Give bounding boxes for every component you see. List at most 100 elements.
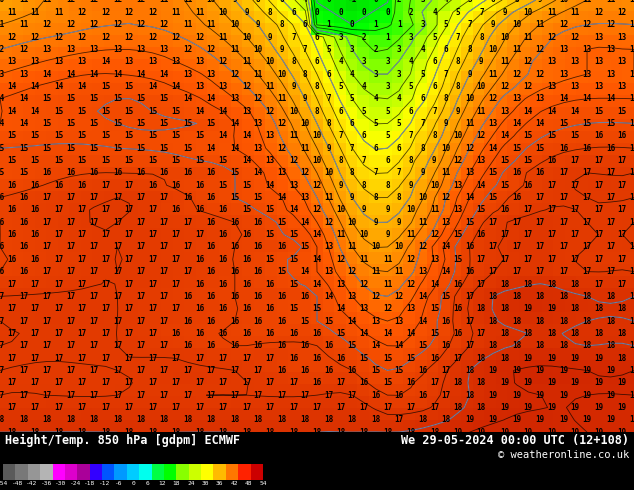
Text: 17: 17 [430,403,439,412]
Text: 18: 18 [383,428,392,437]
Text: 2: 2 [397,0,401,4]
Text: 11: 11 [183,20,193,29]
Text: 14: 14 [77,82,87,91]
Text: 5: 5 [444,20,448,29]
Text: 18: 18 [536,317,545,325]
Text: 17: 17 [242,378,251,387]
Text: 6: 6 [314,32,320,42]
Text: 15: 15 [219,156,228,165]
Text: 13: 13 [453,181,463,190]
Text: 19: 19 [547,304,557,313]
Text: 17: 17 [101,230,110,239]
Text: 14: 14 [277,193,287,202]
Text: 5: 5 [361,107,366,116]
Text: 12: 12 [42,20,51,29]
Text: 17: 17 [148,403,157,412]
Text: 18: 18 [19,416,28,424]
Text: 13: 13 [195,57,204,66]
Text: 17: 17 [630,218,634,227]
Text: 18: 18 [171,428,181,437]
Text: 17: 17 [630,169,634,177]
Text: 17: 17 [136,243,146,251]
Text: 17: 17 [148,255,157,264]
Text: 9: 9 [409,181,413,190]
Text: 17: 17 [183,243,193,251]
Text: 11: 11 [418,218,427,227]
Text: 6: 6 [444,45,448,54]
Text: 15: 15 [242,205,251,215]
Text: 13: 13 [254,144,263,153]
Text: 6: 6 [280,0,284,4]
Text: 17: 17 [313,403,321,412]
Text: 14: 14 [207,144,216,153]
Text: 17: 17 [441,366,451,375]
Text: 13: 13 [77,57,87,66]
Text: 15: 15 [347,341,357,350]
Text: 17: 17 [77,279,87,289]
Text: 13: 13 [406,304,415,313]
Text: 9: 9 [444,119,448,128]
Text: 5: 5 [467,0,472,4]
Text: -48: -48 [12,481,23,486]
Text: 7: 7 [479,8,484,17]
Text: 5: 5 [397,119,401,128]
Text: 17: 17 [477,329,486,338]
Text: 4: 4 [361,82,366,91]
Text: 17: 17 [524,230,533,239]
Bar [89,464,102,480]
Text: 11: 11 [571,8,580,17]
Text: 19: 19 [524,304,533,313]
Text: 7: 7 [338,131,343,140]
Text: 16: 16 [254,317,263,325]
Text: 17: 17 [19,317,28,325]
Text: 17: 17 [559,193,568,202]
Text: 16: 16 [630,144,634,153]
Text: 16: 16 [418,366,427,375]
Text: 12: 12 [371,292,380,301]
Bar [28,464,40,480]
Text: 14: 14 [0,94,4,103]
Text: 17: 17 [488,267,498,276]
Text: 19: 19 [606,416,615,424]
Text: 13: 13 [547,82,557,91]
Text: 18: 18 [559,341,568,350]
Text: 16: 16 [254,243,263,251]
Text: 12: 12 [500,82,510,91]
Text: 14: 14 [7,82,16,91]
Text: 14: 14 [171,82,181,91]
Text: 12: 12 [266,107,275,116]
Text: 17: 17 [101,181,110,190]
Text: 15: 15 [113,94,122,103]
Text: 16: 16 [324,366,333,375]
Text: 14: 14 [488,144,498,153]
Text: 16: 16 [19,193,28,202]
Text: 17: 17 [336,403,345,412]
Text: 17: 17 [113,366,122,375]
Text: 12: 12 [77,32,87,42]
Text: 17: 17 [124,354,134,363]
Text: 15: 15 [124,156,134,165]
Text: 15: 15 [171,131,181,140]
Text: 9: 9 [268,32,273,42]
Text: 17: 17 [77,304,87,313]
Text: 8: 8 [373,193,378,202]
Text: 15: 15 [594,107,604,116]
Text: -1: -1 [347,0,357,4]
Text: 17: 17 [242,403,251,412]
Text: 18: 18 [583,317,592,325]
Text: 11: 11 [7,8,16,17]
Text: 17: 17 [160,267,169,276]
Text: 11: 11 [171,8,181,17]
Text: 3: 3 [397,45,401,54]
Text: 16: 16 [30,181,40,190]
Text: 5: 5 [420,70,425,78]
Text: 8: 8 [420,144,425,153]
Text: 16: 16 [171,205,181,215]
Text: 15: 15 [183,144,193,153]
Text: 12: 12 [19,45,28,54]
Text: 12: 12 [136,0,146,4]
Text: 17: 17 [536,267,545,276]
Text: 16: 16 [242,255,251,264]
Text: 10: 10 [207,0,216,4]
Text: 16: 16 [219,279,228,289]
